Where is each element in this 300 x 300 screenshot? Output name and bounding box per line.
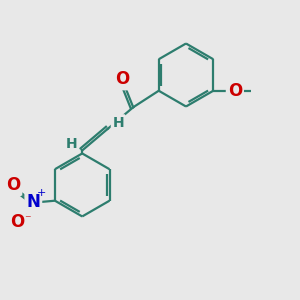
Text: O: O xyxy=(6,176,20,194)
Text: O: O xyxy=(116,70,130,88)
Text: O: O xyxy=(228,82,242,100)
Text: +: + xyxy=(37,188,46,198)
Text: ⁻: ⁻ xyxy=(24,214,31,227)
Text: H: H xyxy=(112,116,124,130)
Text: H: H xyxy=(66,137,77,152)
Text: O: O xyxy=(10,213,25,231)
Text: N: N xyxy=(26,193,40,211)
